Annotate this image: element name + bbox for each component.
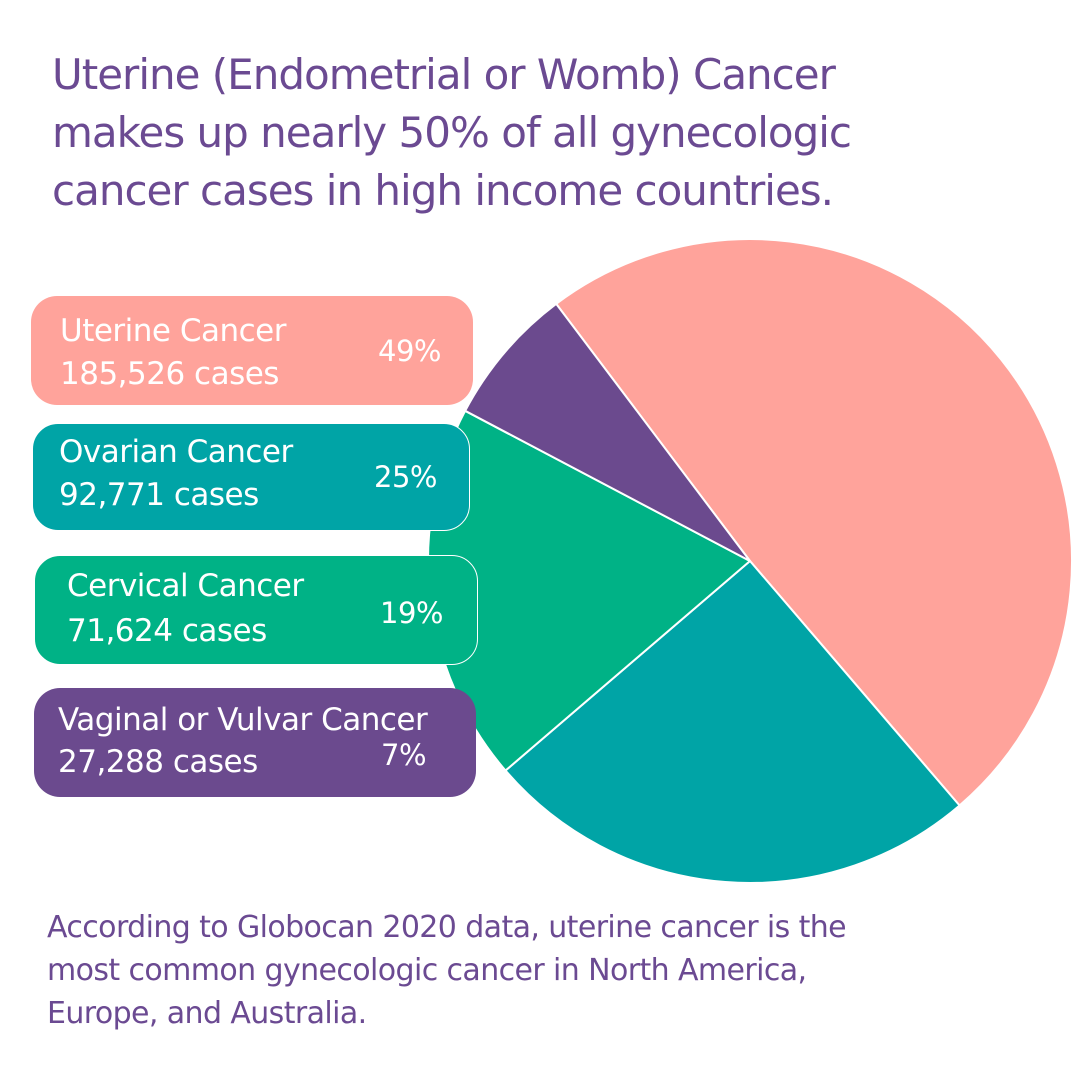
legend-percent-uterine: 49%: [378, 334, 441, 368]
pie-slice-uterine: [555, 237, 1073, 807]
legend-percent-vaginal-vulvar: 7%: [381, 738, 427, 772]
legend-percent-cervical: 19%: [380, 596, 443, 630]
footnote-line-1: According to Globocan 2020 data, uterine…: [47, 910, 847, 945]
legend-percent-ovarian: 25%: [374, 460, 437, 494]
legend-cases-vaginal-vulvar: 27,288 cases: [58, 744, 258, 780]
legend-label-cervical: Cervical Cancer: [67, 568, 304, 604]
legend-cases-ovarian: 92,771 cases: [59, 477, 259, 513]
footnote-line-2: most common gynecologic cancer in North …: [47, 953, 807, 988]
legend-label-vaginal-vulvar: Vaginal or Vulvar Cancer: [58, 702, 428, 738]
legend-label-ovarian: Ovarian Cancer: [59, 434, 293, 470]
legend-card-vaginal-vulvar: Vaginal or Vulvar Cancer 27,288 cases 7%: [34, 688, 476, 797]
headline: Uterine (Endometrial or Womb) Cancer mak…: [52, 46, 1052, 220]
headline-line-2: makes up nearly 50% of all gynecologic: [52, 108, 852, 157]
legend-card-ovarian: Ovarian Cancer 92,771 cases 25%: [32, 423, 470, 531]
footnote: According to Globocan 2020 data, uterine…: [47, 906, 1047, 1035]
headline-line-1: Uterine (Endometrial or Womb) Cancer: [52, 50, 836, 99]
footnote-line-3: Europe, and Australia.: [47, 996, 367, 1031]
headline-line-3: cancer cases in high income countries.: [52, 166, 834, 215]
legend-label-uterine: Uterine Cancer: [60, 313, 287, 349]
legend-card-cervical: Cervical Cancer 71,624 cases 19%: [34, 555, 478, 665]
legend-card-uterine: Uterine Cancer 185,526 cases 49%: [31, 296, 473, 405]
pie-slice-vaginal-vulvar: [464, 302, 751, 562]
legend-cases-cervical: 71,624 cases: [67, 613, 267, 649]
legend-cases-uterine: 185,526 cases: [60, 356, 279, 392]
pie-slice-ovarian: [504, 560, 961, 884]
